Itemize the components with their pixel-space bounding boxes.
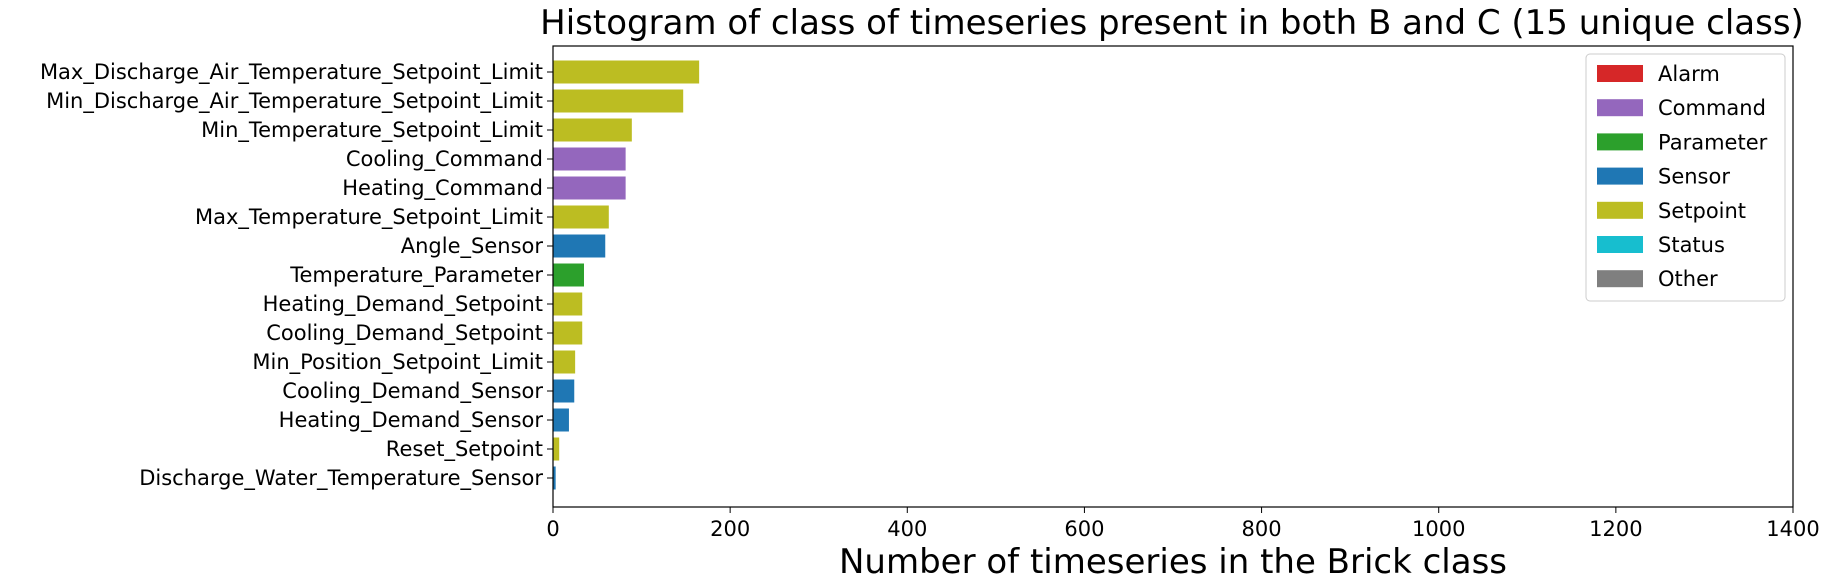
y-tick-label: Cooling_Command <box>346 147 543 172</box>
legend-label-sensor: Sensor <box>1658 165 1730 189</box>
x-tick-label: 400 <box>887 517 927 541</box>
legend-label-alarm: Alarm <box>1658 62 1720 86</box>
bar-heating-demand-setpoint <box>553 292 583 316</box>
y-tick-label: Cooling_Demand_Setpoint <box>266 321 543 346</box>
x-tick-label: 600 <box>1064 517 1104 541</box>
y-tick-label: Max_Temperature_Setpoint_Limit <box>195 205 543 230</box>
bar-temperature-parameter <box>553 263 584 287</box>
legend-label-status: Status <box>1658 233 1725 257</box>
chart-title: Histogram of class of timeseries present… <box>540 3 1804 43</box>
bar-heating-command <box>553 176 626 200</box>
x-tick-label: 200 <box>710 517 750 541</box>
legend-swatch-status <box>1597 236 1643 253</box>
bar-min-temperature-setpoint-limit <box>553 118 632 142</box>
legend-swatch-alarm <box>1597 65 1643 82</box>
bar-discharge-water-temperature-sensor <box>553 466 556 490</box>
y-tick-label: Max_Discharge_Air_Temperature_Setpoint_L… <box>40 60 543 85</box>
x-tick-label: 1000 <box>1412 517 1465 541</box>
bars-group <box>553 60 700 490</box>
legend-swatch-parameter <box>1597 133 1643 151</box>
legend-label-other: Other <box>1658 267 1718 291</box>
y-tick-label: Min_Temperature_Setpoint_Limit <box>201 118 543 143</box>
y-tick-label: Min_Discharge_Air_Temperature_Setpoint_L… <box>46 89 543 114</box>
legend-label-command: Command <box>1658 96 1766 120</box>
x-tick-label: 1400 <box>1766 517 1819 541</box>
y-tick-label: Min_Position_Setpoint_Limit <box>252 350 543 375</box>
bar-min-position-setpoint-limit <box>553 350 576 374</box>
bar-angle-sensor <box>553 234 606 258</box>
y-tick-label: Temperature_Parameter <box>289 263 543 288</box>
bar-cooling-command <box>553 147 626 171</box>
y-tick-label: Discharge_Water_Temperature_Sensor <box>139 466 543 491</box>
bar-max-discharge-air-temperature-setpoint-limit <box>553 60 700 84</box>
y-tick-label: Cooling_Demand_Sensor <box>282 379 543 404</box>
bar-max-temperature-setpoint-limit <box>553 205 609 229</box>
legend-swatch-command <box>1597 99 1643 117</box>
legend-label-setpoint: Setpoint <box>1658 199 1746 223</box>
y-tick-label: Angle_Sensor <box>401 234 544 259</box>
y-tick-label: Heating_Demand_Sensor <box>279 408 544 433</box>
plot-frame <box>552 45 1794 508</box>
x-tick-label: 0 <box>546 517 559 541</box>
x-tick-label: 800 <box>1242 517 1282 541</box>
legend-label-parameter: Parameter <box>1658 130 1768 154</box>
legend-swatch-sensor <box>1597 167 1643 185</box>
legend-swatch-other <box>1597 270 1643 288</box>
category-labels-group: Max_Discharge_Air_Temperature_Setpoint_L… <box>40 60 553 491</box>
bar-cooling-demand-sensor <box>553 379 575 403</box>
y-tick-label: Heating_Command <box>342 176 543 201</box>
y-tick-label: Reset_Setpoint <box>386 437 543 462</box>
legend: Alarm Command Parameter Sensor Setpoint Statu… <box>1585 53 1786 302</box>
x-axis-label: Number of timeseries in the Brick class <box>839 542 1507 582</box>
bar-reset-setpoint <box>553 437 560 461</box>
bar-cooling-demand-setpoint <box>553 321 583 345</box>
y-tick-label: Heating_Demand_Setpoint <box>263 292 543 317</box>
bar-min-discharge-air-temperature-setpoint-limit <box>553 89 684 113</box>
bar-heating-demand-sensor <box>553 408 569 432</box>
legend-swatch-setpoint <box>1597 201 1643 219</box>
x-axis-ticks-group: 0 200 400 600 800 1000 1200 1400 <box>546 507 1820 541</box>
x-tick-label: 1200 <box>1589 517 1642 541</box>
